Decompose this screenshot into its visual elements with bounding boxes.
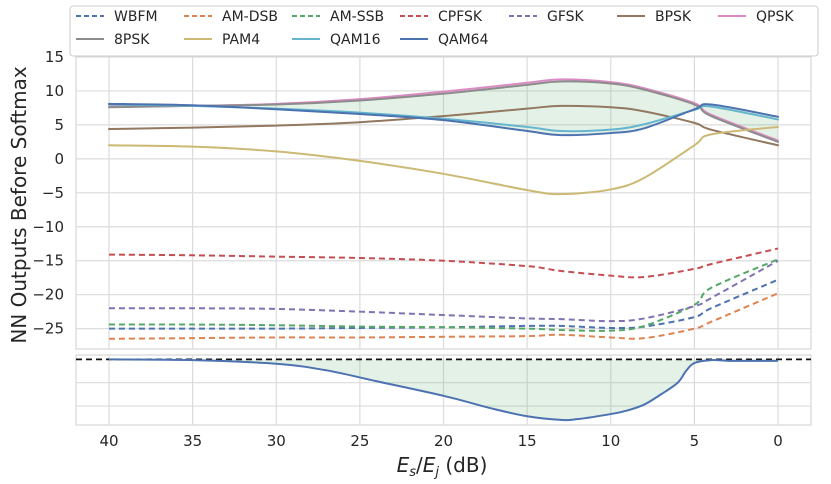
y-tick-label: −10: [32, 218, 64, 236]
x-tick-label: 15: [518, 432, 537, 450]
series-line-8psk: [108, 80, 779, 143]
x-axis-label-unit: (dB): [439, 453, 487, 477]
x-tick-label: 20: [434, 432, 453, 450]
y-tick-label: −5: [42, 184, 64, 202]
x-axis-label-base-2: E: [423, 453, 436, 477]
y-tick-labels: 15 10 5 0 −5 −10 −15 −20 −25: [32, 48, 64, 338]
y-axis-label: NN Outputs Before Softmax: [7, 66, 31, 343]
x-tick-label: 0: [773, 432, 783, 450]
legend: WBFM AM-DSB AM-SSB CPFSK GFSK BPSK QPSK 8PSK PAM…: [69, 5, 819, 57]
x-tick-label: 40: [99, 432, 118, 450]
legend-label-qam64: QAM64: [438, 32, 489, 48]
x-tick-label: 25: [350, 432, 369, 450]
legend-label-cpfsk: CPFSK: [438, 9, 483, 25]
x-tick-label: 35: [183, 432, 202, 450]
series-line-qam64: [108, 102, 779, 137]
x-tick-label: 10: [601, 432, 620, 450]
shaded-region: [109, 81, 778, 142]
legend-label-pam4: PAM4: [222, 32, 260, 48]
x-axis-label-sep: /: [416, 453, 423, 477]
y-tick-label: 5: [54, 116, 64, 134]
legend-label-bpsk: BPSK: [655, 9, 692, 25]
series-line-cpfsk: [108, 247, 779, 279]
legend-label-qpsk: QPSK: [756, 9, 794, 25]
y-tick-label: 15: [45, 48, 64, 66]
y-tick-label: −20: [32, 286, 64, 304]
y-tick-label: 0: [54, 150, 64, 168]
legend-label-gfsk: GFSK: [547, 9, 585, 25]
legend-label-am-dsb: AM-DSB: [222, 9, 278, 25]
series-line-wbfm: [109, 278, 779, 330]
x-axis-label-base: E: [397, 453, 410, 477]
y-tick-label: −25: [32, 320, 64, 338]
difference-plot-panel: [75, 354, 812, 426]
x-tick-label: 30: [267, 432, 286, 450]
y-tick-label: −15: [32, 252, 64, 270]
series-line-bpsk: [108, 104, 779, 147]
legend-label-qam16: QAM16: [330, 32, 381, 48]
x-axis-label-sub-s: s: [409, 465, 416, 480]
main-plot-panel: 15 10 5 0 −5 −10 −15 −20 −25: [32, 48, 812, 350]
y-tick-label: 10: [45, 82, 64, 100]
difference-gridlines: [76, 355, 811, 425]
series-line-am-ssb: [108, 258, 779, 332]
series-line-am-dsb: [108, 292, 779, 340]
legend-label-wbfm: WBFM: [114, 9, 158, 25]
x-axis-label-sub-j: j: [433, 465, 439, 480]
series-line-gfsk: [108, 259, 779, 323]
x-axis-label: Es/Ej (dB): [397, 453, 488, 480]
legend-box: [69, 5, 819, 57]
legend-label-am-ssb: AM-SSB: [330, 9, 384, 25]
difference-series-line: [108, 358, 778, 422]
legend-label-8psk: 8PSK: [114, 32, 150, 48]
difference-shaded-region: [109, 359, 778, 421]
x-tick-label: 5: [690, 432, 700, 450]
series-lines: [108, 78, 779, 340]
x-tick-labels: 40 35 30 25 20 15 10 5 0: [99, 432, 782, 450]
series-line-pam4: [108, 125, 779, 196]
